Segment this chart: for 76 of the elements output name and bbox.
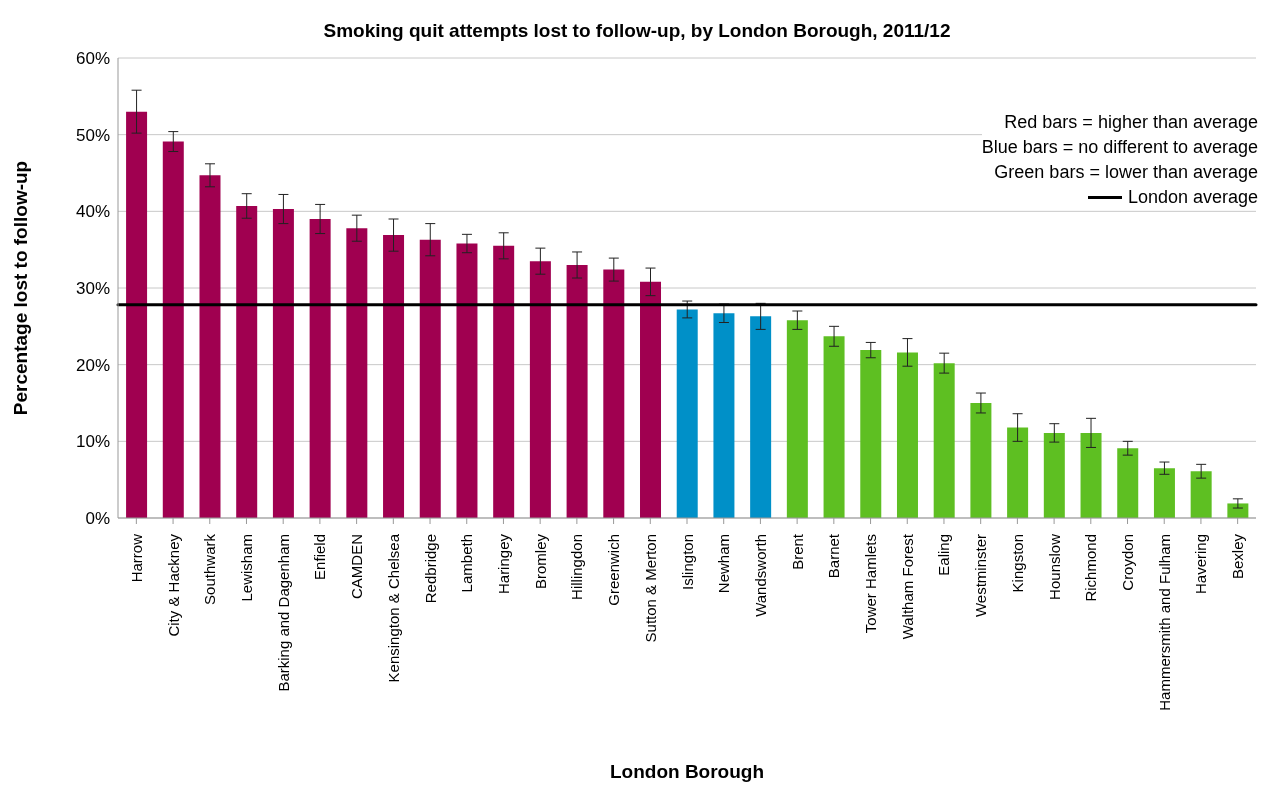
bar bbox=[970, 403, 992, 518]
x-tick-label: Bexley bbox=[1229, 533, 1247, 580]
x-tick-label: City & Hackney bbox=[164, 533, 182, 637]
x-tick-label: Hillingdon bbox=[568, 534, 586, 600]
x-tick-label: Hammersmith and Fulham bbox=[1155, 534, 1173, 711]
y-tick-label: 10% bbox=[75, 432, 110, 452]
bar bbox=[1007, 427, 1029, 518]
x-tick-label: Hounslow bbox=[1045, 533, 1063, 600]
y-tick-label: 20% bbox=[75, 355, 110, 375]
bar bbox=[199, 175, 221, 518]
x-tick-label: Newham bbox=[715, 534, 733, 594]
y-tick-label: 60% bbox=[75, 49, 110, 69]
y-tick-label: 0% bbox=[85, 509, 110, 529]
x-tick-label: Waltham Forest bbox=[898, 533, 916, 640]
x-tick-label: Richmond bbox=[1082, 534, 1100, 602]
bar bbox=[933, 363, 955, 518]
x-tick-label: Tower Hamlets bbox=[862, 534, 880, 634]
bar bbox=[566, 265, 588, 518]
bar bbox=[1190, 471, 1212, 518]
bar bbox=[419, 239, 441, 518]
x-tick-label: Ealing bbox=[935, 534, 953, 576]
annotation: Green bars = lower than average bbox=[993, 161, 1258, 184]
x-tick-label: Sutton & Merton bbox=[641, 534, 659, 643]
chart-title: Smoking quit attempts lost to follow-up, by London Borough, 2011/12 bbox=[322, 20, 952, 42]
bar bbox=[529, 261, 551, 518]
bar bbox=[1043, 432, 1065, 518]
x-tick-label: Croydon bbox=[1119, 534, 1137, 591]
y-tick-label: 40% bbox=[75, 202, 110, 222]
bar bbox=[162, 141, 184, 518]
bar bbox=[236, 205, 258, 518]
bar bbox=[750, 316, 772, 518]
x-tick-label: Islington bbox=[678, 534, 696, 590]
x-tick-label: Havering bbox=[1192, 534, 1210, 595]
bar bbox=[786, 320, 808, 518]
bar bbox=[823, 336, 845, 518]
x-tick-label: CAMDEN bbox=[348, 534, 366, 600]
bar bbox=[676, 309, 698, 518]
bar bbox=[896, 352, 918, 518]
x-tick-label: Enfield bbox=[311, 534, 329, 580]
x-tick-label: Redbridge bbox=[421, 534, 439, 604]
x-tick-label: Brent bbox=[788, 533, 806, 570]
bar bbox=[603, 269, 625, 518]
x-tick-label: Greenwich bbox=[605, 534, 623, 606]
x-tick-label: Barking and Dagenham bbox=[274, 534, 292, 692]
bar bbox=[1117, 448, 1139, 518]
x-tick-label: Bromley bbox=[531, 533, 549, 590]
legend-label: London average bbox=[1127, 186, 1258, 209]
bar bbox=[1080, 432, 1102, 518]
x-tick-label: Haringey bbox=[494, 533, 512, 595]
bar bbox=[713, 313, 735, 518]
bar bbox=[346, 228, 368, 518]
y-axis-title: Percentage lost to follow-up bbox=[9, 160, 31, 416]
y-tick-label: 30% bbox=[75, 279, 110, 299]
bar bbox=[1227, 503, 1249, 518]
bar bbox=[383, 235, 405, 518]
annotation: Red bars = higher than average bbox=[1003, 111, 1258, 134]
bar bbox=[126, 111, 148, 518]
bar bbox=[456, 243, 478, 518]
x-tick-label: Westminster bbox=[972, 534, 990, 618]
x-tick-label: Harrow bbox=[127, 533, 145, 583]
bar bbox=[640, 281, 662, 518]
x-axis-title: London Borough bbox=[609, 761, 765, 782]
x-tick-label: Southwark bbox=[201, 533, 219, 605]
x-tick-label: Kensington & Chelsea bbox=[384, 533, 402, 683]
bar bbox=[272, 209, 294, 518]
x-tick-label: Lewisham bbox=[237, 534, 255, 602]
x-tick-label: Lambeth bbox=[458, 534, 476, 593]
y-tick-label: 50% bbox=[75, 125, 110, 145]
bar bbox=[309, 219, 331, 518]
x-tick-label: Barnet bbox=[825, 533, 843, 579]
x-tick-label: Kingston bbox=[1008, 534, 1026, 593]
x-tick-label: Wandsworth bbox=[751, 534, 769, 617]
bar bbox=[493, 245, 515, 518]
bar bbox=[1153, 468, 1175, 518]
bar bbox=[860, 350, 882, 518]
annotation: Blue bars = no different to average bbox=[981, 136, 1258, 159]
